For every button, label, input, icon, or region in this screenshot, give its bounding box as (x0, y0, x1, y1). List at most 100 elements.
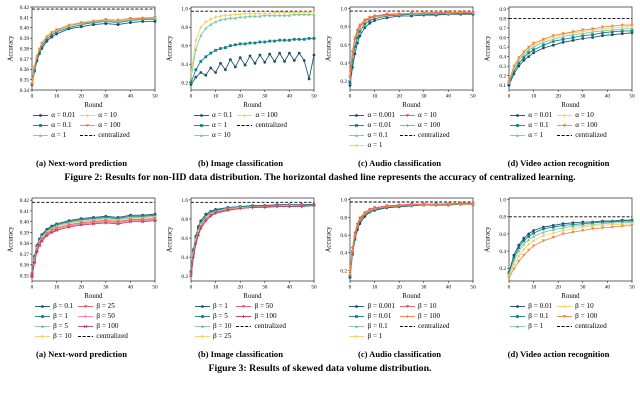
svg-text:0.6: 0.6 (499, 232, 506, 238)
legend-fig3-d: β = 0.01 β = 0.1 β = 1 β = 10 β = 100 central… (479, 302, 638, 348)
legend-fig2-b: α = 0.1 α = 1 α = 10 α = 100 centralized (161, 111, 320, 157)
legend-fig3-a: β = 0.1 β = 1 β = 5 β = 10 β = 25 β = 50 β = 1… (2, 302, 161, 348)
figure-3-charts-row: 0.35 0.36 0.37 0.38 0.39 0.40 0.41 0.42 0 10 20 30 4… (2, 194, 638, 360)
svg-text:20: 20 (237, 285, 243, 291)
svg-text:40: 40 (127, 94, 133, 100)
series-line-sample (236, 305, 252, 309)
legend-entry: β = 10 (35, 332, 73, 341)
legend-entry-label: α = 1 (51, 131, 67, 139)
series-line-sample (349, 143, 365, 148)
legend-entry: β = 5 (35, 322, 73, 331)
svg-text:Accuracy: Accuracy (325, 35, 332, 62)
legend-entry: α = 100 (400, 121, 450, 130)
svg-text:0.2: 0.2 (340, 268, 347, 274)
legend-entry: α = 100 (237, 111, 287, 120)
svg-text:1.0: 1.0 (499, 198, 506, 204)
legend-entry-label: α = 0.001 (367, 111, 396, 119)
legend-entry: α = 0.1 (194, 111, 232, 120)
legend-entry-label: α = 10 (575, 111, 594, 119)
legend-entry-label: α = 0.01 (528, 111, 553, 119)
svg-text:0: 0 (348, 285, 351, 291)
svg-text:0.4: 0.4 (499, 55, 506, 61)
subplot-fig3-d: 0.2 0.4 0.6 0.8 1.0 0 10 20 30 40 50 Round Accuracy … (479, 194, 638, 360)
series-line-sample (236, 315, 252, 318)
svg-text:30: 30 (262, 285, 268, 291)
legend-entry: α = 0.01 (349, 121, 395, 130)
svg-text:40: 40 (286, 94, 292, 100)
legend-entry: centralized (399, 322, 450, 331)
legend-entry: β = 25 (78, 302, 128, 311)
svg-text:0.8: 0.8 (181, 25, 188, 31)
svg-text:10: 10 (212, 285, 218, 291)
legend-entry-label: centralized (575, 322, 607, 330)
svg-text:20: 20 (396, 285, 402, 291)
svg-text:0.6: 0.6 (499, 35, 506, 41)
legend-entry: α = 10 (400, 111, 450, 120)
legend-entry-label: β = 1 (528, 322, 544, 330)
series-line-sample (349, 315, 365, 318)
legend-column: α = 0.01 α = 0.1 α = 1 (33, 111, 75, 140)
subcaption-fig3-a: (a) Next-word prediction (35, 349, 127, 359)
svg-text:0.5: 0.5 (499, 45, 506, 51)
series-line-sample (400, 114, 416, 118)
legend-entry: β = 1 (510, 322, 552, 331)
centralized-dashed-line-sample (400, 134, 416, 137)
svg-text:0.39: 0.39 (19, 230, 29, 236)
centralized-dashed-line-sample (78, 335, 94, 338)
legend-entry: α = 0.1 (349, 131, 395, 140)
svg-text:0.37: 0.37 (19, 252, 29, 258)
svg-text:50: 50 (629, 94, 635, 100)
svg-text:1.0: 1.0 (340, 7, 347, 13)
series-line-sample (194, 324, 210, 328)
chart-fig2-video-action-recognition: 0.1 0.2 0.3 0.4 0.5 0.6 0.7 0.8 0.9 0 10 20 30 40 50 Ro… (482, 3, 635, 109)
chart-svg: 0.2 0.4 0.6 0.8 1.0 0 10 20 30 40 50 Round Accuracy (164, 194, 317, 300)
chart-fig3-audio-classification: 0.2 0.4 0.6 0.8 1.0 0 10 20 30 40 50 Round Accuracy (323, 194, 476, 300)
legend-entry: centralized (80, 131, 130, 140)
legend-entry-label: α = 0.01 (51, 111, 76, 119)
svg-text:0.40: 0.40 (19, 220, 29, 226)
series-line-sample (33, 114, 49, 117)
legend-entry: α = 0.001 (349, 111, 395, 120)
legend-column: α = 0.1 α = 1 α = 10 (194, 111, 232, 140)
svg-text:0.36: 0.36 (19, 67, 29, 73)
legend-entry-label: α = 1 (528, 131, 544, 139)
legend-fig2-d: α = 0.01 α = 0.1 α = 1 α = 10 α = 100 central… (479, 111, 638, 157)
legend-entry: β = 10 (399, 302, 450, 311)
legend-entry: centralized (557, 322, 607, 331)
legend-entry-label: β = 100 (417, 312, 441, 320)
legend-fig2-a: α = 0.01 α = 0.1 α = 1 α = 10 α = 100 central… (2, 111, 161, 157)
svg-text:0.36: 0.36 (19, 263, 29, 269)
svg-text:30: 30 (103, 285, 109, 291)
svg-text:0: 0 (348, 94, 351, 100)
legend-entry-label: β = 100 (254, 312, 277, 320)
svg-text:0.42: 0.42 (19, 5, 29, 11)
legend-entry: β = 0.1 (510, 312, 552, 321)
chart-fig2-audio-classification: 0.2 0.4 0.6 0.8 1.0 0 10 20 30 40 50 Round Accuracy (323, 3, 476, 109)
legend-entry: α = 0.01 (510, 111, 552, 120)
series-line-sample (194, 114, 210, 117)
legend-entry-label: β = 10 (575, 302, 594, 310)
svg-text:0.6: 0.6 (340, 233, 347, 239)
subplot-fig2-a: 0.34 0.35 0.36 0.37 0.38 0.39 0.40 0.41 0.42 0 10 2… (2, 3, 161, 169)
svg-text:40: 40 (604, 94, 610, 100)
svg-text:0.4: 0.4 (340, 61, 347, 67)
series-line-sample (349, 133, 365, 137)
svg-text:0.8: 0.8 (340, 215, 347, 221)
legend-entry: β = 1 (349, 332, 394, 341)
series-line-sample (237, 113, 253, 118)
svg-text:0.34: 0.34 (19, 88, 29, 94)
legend-entry: α = 100 (557, 121, 607, 130)
svg-text:0.2: 0.2 (340, 79, 347, 85)
svg-text:Accuracy: Accuracy (484, 35, 491, 62)
svg-text:0.8: 0.8 (340, 25, 347, 31)
series-line-sample (35, 305, 51, 308)
svg-text:Round: Round (243, 102, 262, 109)
centralized-dashed-line-sample (237, 124, 253, 127)
svg-text:0.38: 0.38 (19, 46, 29, 52)
svg-text:0.1: 0.1 (499, 83, 506, 89)
legend-column: α = 10 α = 100 centralized (400, 111, 450, 140)
chart-fig3-next-word-prediction: 0.35 0.36 0.37 0.38 0.39 0.40 0.41 0.42 0 10 20 30 4… (5, 194, 158, 300)
legend-entry: β = 100 (78, 322, 128, 331)
legend-column: β = 0.01 β = 0.1 β = 1 (510, 302, 552, 331)
